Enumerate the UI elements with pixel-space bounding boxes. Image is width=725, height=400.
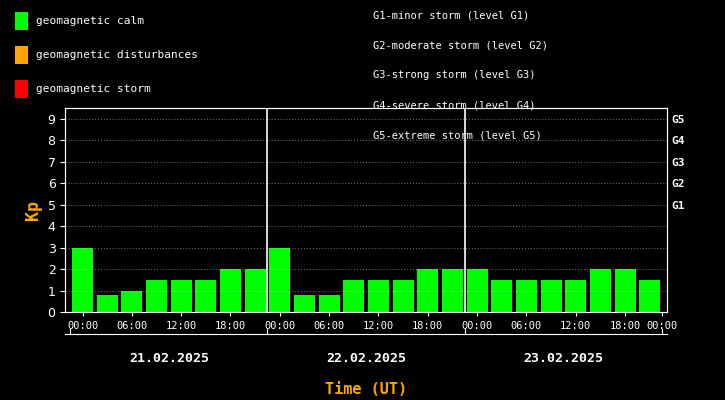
Text: Time (UT): Time (UT) [325,382,407,397]
Bar [96,295,117,312]
Bar [418,269,438,312]
Bar [269,248,290,312]
Bar [244,269,265,312]
Bar [220,269,241,312]
Bar [639,280,660,312]
Text: G5-extreme storm (level G5): G5-extreme storm (level G5) [373,130,542,140]
Text: geomagnetic disturbances: geomagnetic disturbances [36,50,198,60]
Bar [146,280,167,312]
Bar [294,295,315,312]
Text: G4-severe storm (level G4): G4-severe storm (level G4) [373,100,536,110]
Text: 22.02.2025: 22.02.2025 [326,352,406,365]
Bar [344,280,364,312]
Bar [393,280,413,312]
Text: 23.02.2025: 23.02.2025 [523,352,603,365]
Text: geomagnetic calm: geomagnetic calm [36,16,144,26]
Bar [566,280,587,312]
Text: G1-minor storm (level G1): G1-minor storm (level G1) [373,10,530,20]
Text: 21.02.2025: 21.02.2025 [129,352,209,365]
Bar [319,295,339,312]
Bar [516,280,537,312]
Text: G3-strong storm (level G3): G3-strong storm (level G3) [373,70,536,80]
Bar [590,269,611,312]
Y-axis label: Kp: Kp [24,200,42,220]
Text: G2-moderate storm (level G2): G2-moderate storm (level G2) [373,40,548,50]
Bar [467,269,488,312]
Bar [492,280,513,312]
Bar [121,290,142,312]
Bar [72,248,93,312]
Bar [541,280,562,312]
Text: geomagnetic storm: geomagnetic storm [36,84,151,94]
Bar [368,280,389,312]
Bar [615,269,636,312]
Bar [195,280,216,312]
Bar [442,269,463,312]
Bar [170,280,191,312]
